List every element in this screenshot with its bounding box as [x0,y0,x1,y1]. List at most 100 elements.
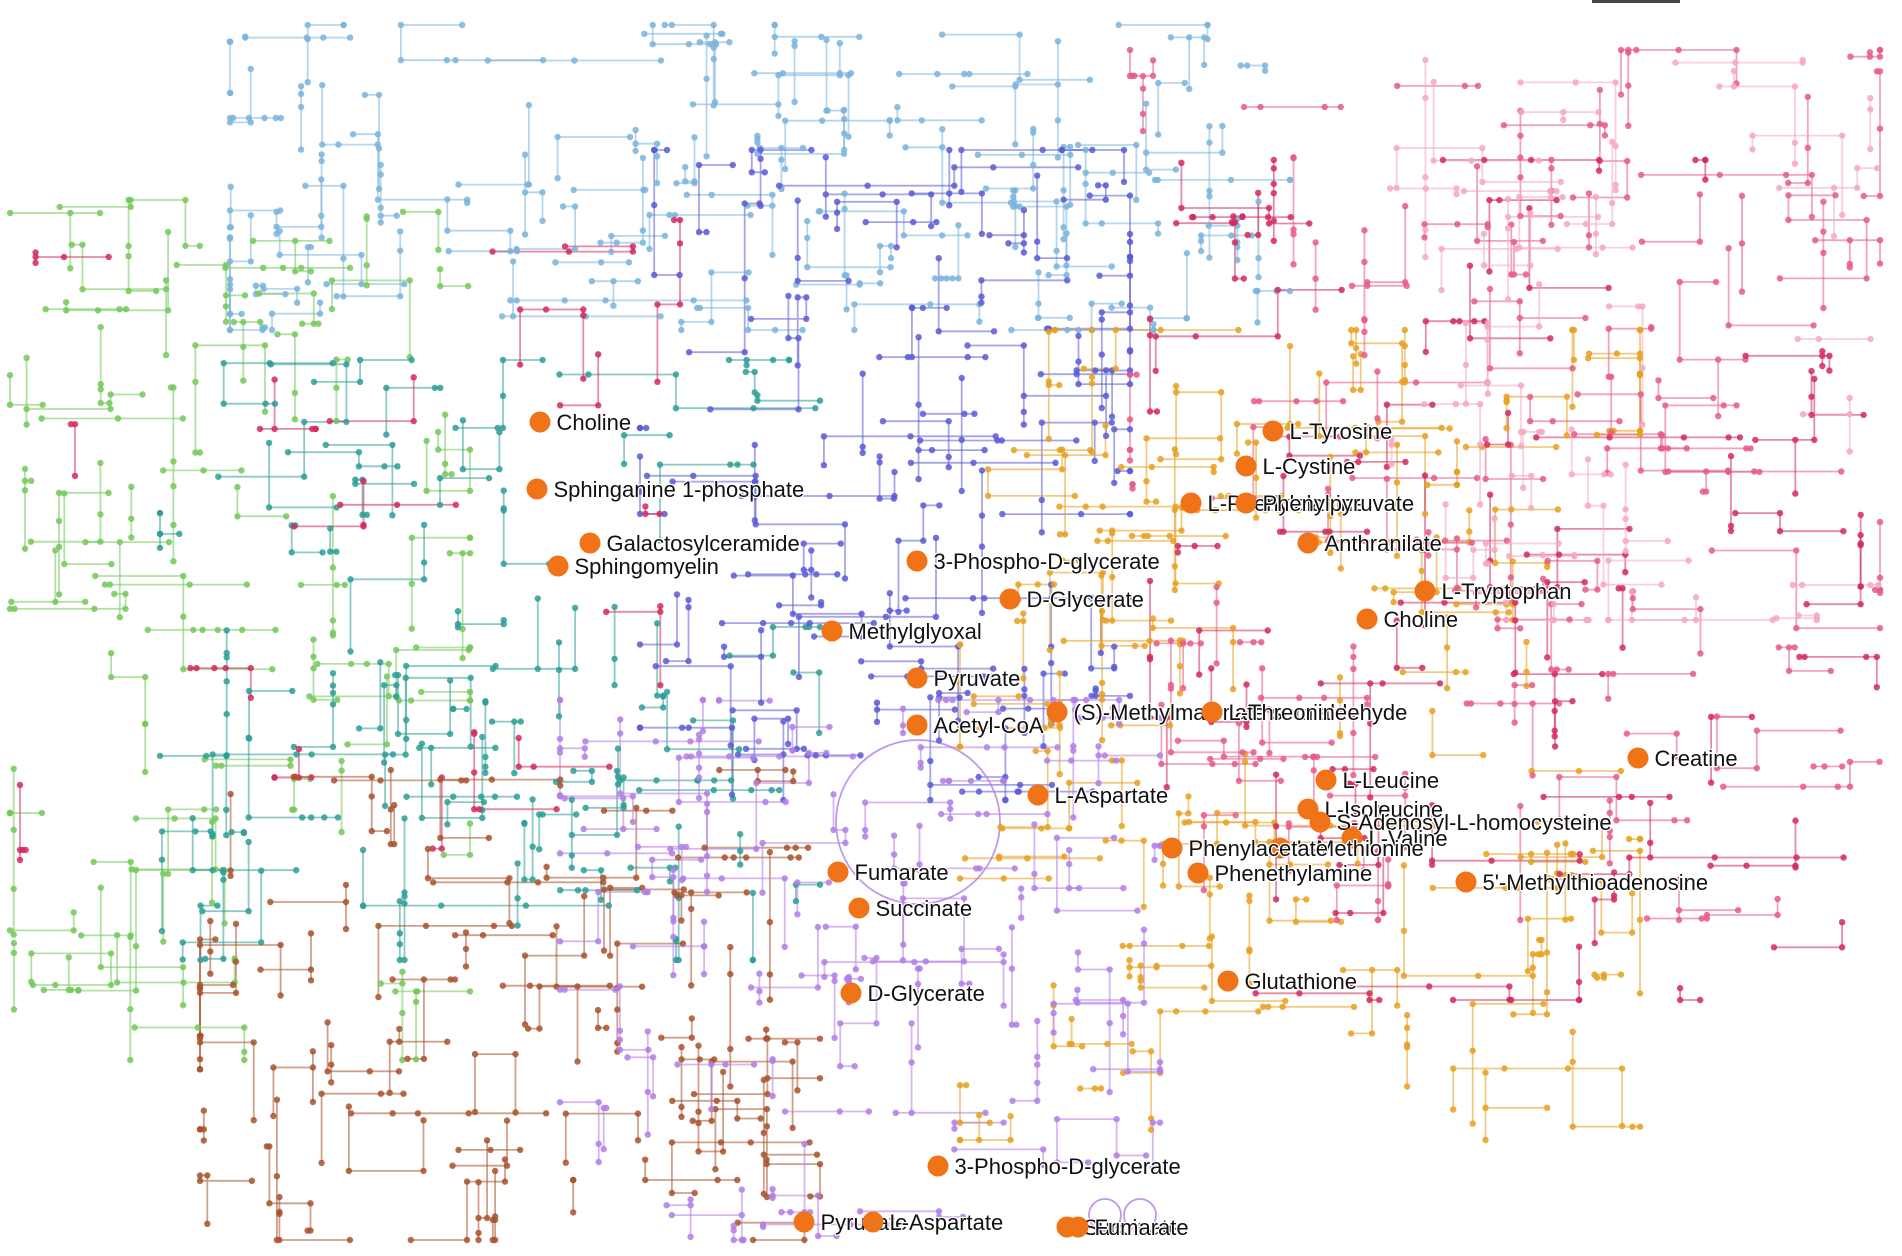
pathway-node [107,391,114,398]
pathway-node [1034,1017,1041,1025]
pathway-node [1158,701,1165,708]
pathway-node [1050,696,1057,704]
metabolite-marker[interactable] [1027,784,1049,806]
metabolite-m27[interactable]: Choline [1356,606,1459,633]
metabolite-marker[interactable] [999,588,1021,610]
metabolite-m3[interactable]: Galactosylceramide [579,530,801,557]
metabolite-m20[interactable]: Fumarate [1067,1214,1190,1241]
pathway-node [1512,599,1519,606]
metabolite-marker[interactable] [1297,532,1319,554]
metabolite-m33[interactable]: L-Methionine [1269,835,1425,862]
metabolite-m9[interactable]: Acetyl-CoA [906,712,1045,739]
pathway-node [1520,428,1527,435]
metabolite-m5[interactable]: 3-Phospho-D-glycerate [906,548,1161,575]
metabolite-m31[interactable]: S-Adenosyl-L-homocysteine [1309,809,1613,836]
metabolite-m8[interactable]: Pyruvate [906,665,1022,692]
metabolite-m6[interactable]: D-Glycerate [999,586,1145,613]
metabolite-marker[interactable] [1180,492,1202,514]
metabolite-marker[interactable] [793,1211,815,1233]
metabolite-m37[interactable]: Glutathione [1217,968,1358,995]
metabolite-m12[interactable]: L-Aspartate [1027,782,1169,809]
pathway-node [833,225,841,233]
metabolite-m23[interactable]: L-Phenylalanine [1180,490,1367,517]
metabolite-marker[interactable] [579,532,601,554]
metabolite-m18[interactable]: L-Aspartate [862,1209,1004,1236]
metabolite-marker[interactable] [526,478,548,500]
pathway-node [1246,980,1253,987]
metabolite-marker[interactable] [821,620,843,642]
metabolite-marker[interactable] [840,982,862,1004]
metabolite-marker[interactable] [1414,580,1436,602]
pathway-node [1867,94,1874,102]
pathway-node [1612,181,1619,188]
metabolite-marker[interactable] [1455,871,1477,893]
metabolite-marker[interactable] [906,714,928,736]
pathway-node [1426,983,1433,990]
pathway-node [975,773,982,781]
pathway-node [539,57,547,64]
metabolite-marker[interactable] [848,897,870,919]
metabolite-marker[interactable] [1341,827,1363,849]
metabolite-marker[interactable] [547,555,569,577]
metabolite-m2[interactable]: Sphinganine 1-phosphate [526,476,806,503]
metabolite-marker[interactable] [1309,811,1331,833]
metabolite-marker[interactable] [1217,970,1239,992]
metabolite-marker[interactable] [906,667,928,689]
pathway-edge [199,938,233,986]
metabolite-marker[interactable] [1262,420,1284,442]
metabolite-m19[interactable]: Succinate [1056,1214,1181,1241]
metabolite-m11[interactable]: L-Threonine [1201,699,1348,726]
pathway-node [643,807,650,814]
pathway-node [1429,401,1436,408]
metabolite-marker[interactable] [862,1211,884,1233]
pathway-node [1622,547,1629,555]
metabolite-m15[interactable]: D-Glycerate [840,980,986,1007]
metabolite-m13[interactable]: Fumarate [827,859,950,886]
pathway-node [1503,425,1510,432]
pathway-edge [1040,369,1130,436]
metabolite-m24[interactable]: Phenylpyruvate [1235,490,1415,517]
metabolite-marker[interactable] [1269,837,1291,859]
metabolite-marker[interactable] [1356,608,1378,630]
metabolite-marker[interactable] [1235,492,1257,514]
pathway-node [1526,284,1533,292]
pathway-node [810,633,818,640]
metabolite-m30[interactable]: L-Isoleucine [1297,796,1444,823]
metabolite-m36[interactable]: 5'-Methylthioadenosine [1455,869,1709,896]
metabolite-marker[interactable] [1201,701,1223,723]
metabolite-m1[interactable]: Choline [529,409,632,436]
metabolite-m10[interactable]: (S)-Methylmalonate semialdehyde [1046,699,1409,726]
pathway-node [1399,668,1407,676]
metabolite-marker[interactable] [1315,769,1337,791]
metabolite-m25[interactable]: Anthranilate [1297,530,1443,557]
metabolite-marker[interactable] [1187,862,1209,884]
pathway-node [164,806,172,813]
metabolite-marker[interactable] [529,411,551,433]
metabolite-marker[interactable] [906,550,928,572]
metabolite-marker[interactable] [1627,747,1649,769]
metabolite-m35[interactable]: Phenethylamine [1187,860,1374,887]
metabolite-marker[interactable] [927,1155,949,1177]
metabolite-m7[interactable]: Methylglyoxal [821,618,983,645]
pathway-node [784,740,792,748]
metabolite-m32[interactable]: L-Valine [1341,825,1449,852]
pathway-node [247,212,254,219]
metabolite-m16[interactable]: 3-Phospho-D-glycerate [927,1153,1182,1180]
metabolite-marker[interactable] [1067,1216,1089,1238]
metabolite-marker[interactable] [1046,701,1068,723]
pathway-node [245,838,252,846]
pathway-node [1520,484,1527,491]
metabolite-m28[interactable]: Creatine [1627,745,1739,772]
metabolite-m21[interactable]: L-Tyrosine [1262,418,1393,445]
metabolite-marker[interactable] [827,861,849,883]
metabolite-m29[interactable]: L-Leucine [1315,767,1440,794]
metabolite-marker[interactable] [1235,455,1257,477]
metabolite-m14[interactable]: Succinate [848,895,973,922]
metabolite-m4[interactable]: Sphingomyelin [547,553,720,580]
metabolite-marker[interactable] [1161,837,1183,859]
metabolite-m26[interactable]: L-Tryptophan [1414,578,1573,605]
metabolite-m22[interactable]: L-Cystine [1235,453,1357,480]
pathway-node [1452,668,1460,676]
metabolite-m34[interactable]: Phenylacetate [1161,835,1329,862]
pathway-node [1108,527,1116,534]
